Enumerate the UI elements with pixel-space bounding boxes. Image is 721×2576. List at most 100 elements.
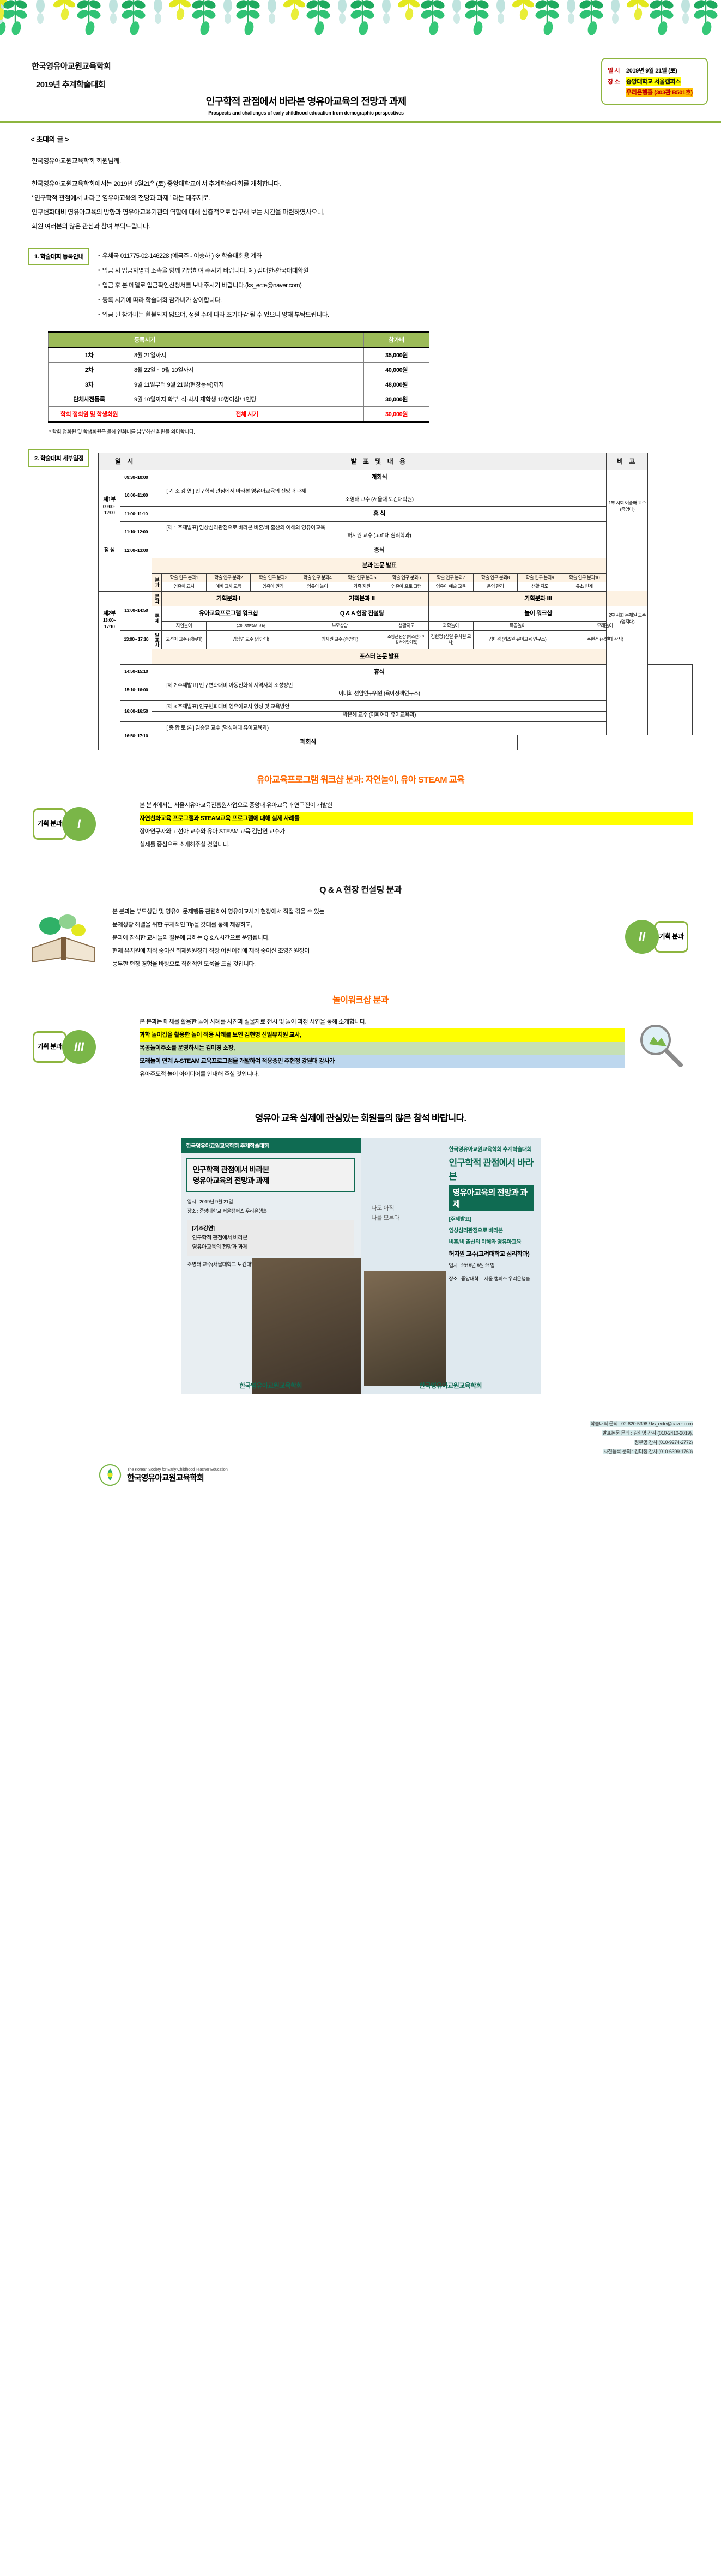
table-row: 허지원 교수 (고려대 심리학과) [99,532,693,543]
presenter-5: 김미경 (키즈원 유아교육 연구소) [472,630,562,649]
acad-topic-9: 유초 연계 [561,582,607,592]
main-content: < 초대의 글 > 한국영유아교원교육학회 회원님께. 한국영유아교원교육학회에… [0,134,721,1394]
acad-topic-2: 영유아 권리 [250,582,296,592]
workshop-2-line-4: 유아주도적 놀이 아이디어를 안내해 주실 것입니다. [140,1070,259,1078]
p1-r2-content: 휴 식 [152,506,607,522]
leaf-border-top [0,0,721,55]
subj-group-0: 유아교육프로그램 워크샵 [161,606,296,622]
table-row: 15:10~16:00 [제 2 주제발표] 인구변화대비 아동친화적 지역사회… [99,679,693,701]
footer-logo-text: The Korean Society for Early Childhood T… [127,1467,228,1483]
date-label: 일 시 [608,68,620,74]
part2-range: 13:00~ 17:10 [102,617,116,629]
subj-item-2: 부모상담 [295,621,385,631]
after-r2-time: 16:00~16:50 [120,700,153,723]
after-r3-content: [ 종 합 토 론 ] 임승렬 교수 (덕성여대 유아교육과) [152,721,607,735]
place-label: 장 소 [608,79,620,85]
workshop-1-badge-number: II [625,919,659,954]
after-r0-content: 휴식 [152,664,607,680]
workshop-2: 기획 분과 III 본 분과는 매체를 활용한 놀이 사례를 사진과 실물자료 … [28,1015,693,1081]
reg-bullet-1: 입금 시 입금자명과 소속을 함께 기입하여 주시기 바랍니다. 예) 김대한-… [98,263,693,278]
after-r1-content: [제 2 주제발표] 인구변화대비 아동친화적 지역사회 조성방안 [152,679,607,690]
academic-axis-label: 분과 [152,573,162,592]
poster-b-quote: 나도 아직 나를 모른다 [371,1203,400,1223]
sched-th-0: 일 시 [98,452,153,471]
presenter-2: 최재원 교수 (중앙대) [295,630,385,649]
workshop-2-text: 본 분과는 매체를 활용한 놀이 사례를 사진과 실물자료 전시 및 놀이 과정… [140,1015,625,1081]
poster-keynote: 한국영유아교원교육학회 추계학술대회 인구학적 관점에서 바라본 영유아교육의 … [180,1137,361,1394]
part1-range: 09:00~ 12:00 [102,503,116,516]
p1-r1-speaker: 조영태 교수 (서울대 보건대학원) [152,496,607,507]
presenter-time: 13:00~ 17:10 [120,630,153,649]
poster-title: 포스터 논문 발표 [152,648,607,665]
invitation-line-0: 한국영유아교원교육학회 회원님께. [32,157,121,165]
page-subtitle: Prospects and challenges of early childh… [208,110,404,116]
acad-head-0: 학술 연구 분과1 [161,573,207,583]
part1-title: 제1부 [103,497,116,503]
planning-time: 13:00~14:50 [120,591,153,631]
part2-label-bottom [98,648,121,735]
acad-topic-3: 영유아 놀이 [295,582,340,592]
fee-r0-c2: 35,000원 [363,347,429,363]
acad-topic-6: 영유아 예술 교육 [428,582,474,592]
poster-b-head: 한국영유아교원교육학회 추계학술대회 [449,1146,532,1153]
table-row: 분과 논문 발표 2부 사회 문채원 교수 (명지대) [98,557,693,680]
footer-logo: The Korean Society for Early Childhood T… [98,1463,228,1487]
schedule-table: 일 시 발 표 및 내 용 비 고 제1부 09:00~ 12:00 09:30… [98,452,693,750]
workshop-2-badge-label: 기획 분과 [33,1031,66,1063]
poster-b-speaker: 허지원 교수(고려대학교 심리학과) [449,1250,530,1257]
workshop-0-line-2: 장아연구자와 고선아 교수와 유아 STEAM 교육 김남연 교수가 [140,828,285,835]
poster-time [120,648,153,665]
after-r1-speaker: 이미화 선임연구위원 (육아정책연구소) [152,690,607,701]
workshop-2-line-1: 과학 놀이갑을 활용한 놀이 적용 사례를 보인 김현명 신일유치원 교사, [140,1028,625,1042]
presenter-4: 김현명 (신일 유치원 교사) [428,630,474,649]
book-illustration [28,905,105,971]
invitation-line-1: 한국영유아교원교육학회에서는 2019년 9월21일(토) 중앙대학교에서 추계… [32,180,281,188]
subject-axis-label: 주제 [152,606,162,631]
after-r2-content: [제 3 주제발표] 인구변화대비 영유아교사 양성 및 교육방안 [152,700,607,712]
part2-label-top [98,557,121,583]
p1-r2-time: 11:00~11:10 [120,506,153,522]
acad-topic-7: 운영 관리 [472,582,518,592]
workshop-2-line-0: 본 분과는 매체를 활용한 놀이 사례를 사진과 실물자료 전시 및 놀이 과정… [140,1018,367,1025]
planning-head-row: 제2부 13:00~ 17:10 13:00~14:50 분과 기획분과 Ⅰ 기… [98,591,693,649]
section-schedule: 2. 학술대회 세부일정 일 시 발 표 및 내 용 비 고 [28,449,693,750]
subj-item-0: 자연놀이 [161,621,207,631]
table-row: 16:50~17:10 [ 종 합 토 론 ] 임승렬 교수 (덕성여대 유아교… [99,721,693,750]
reg-bullet-4: 입금 된 참가비는 환불되지 않으며, 정원 수에 따라 조기마감 될 수 있으… [98,308,693,322]
workshop-2-badge-number: III [62,1030,96,1064]
workshop-0-badge: 기획 분과 I [28,795,132,855]
society-logo-icon [99,1464,122,1486]
presenter-3: 조영진 원장 (에스엔아이 강서어린이집) [384,630,429,649]
poster-a-title-line1: 인구학적 관점에서 바라본 [192,1165,270,1174]
poster-b-info1: 일시 : 2019년 9월 21일 [449,1262,495,1268]
acad-topic-5: 영유아 프로 그램 [384,582,429,592]
section1-chip: 1. 학술대회 등록안내 [28,248,90,265]
section2-chip: 2. 학술대회 세부일정 [28,449,90,467]
invitation-heading: < 초대의 글 > [31,135,69,143]
fee-r1-c2: 40,000원 [363,362,429,377]
fee-r2-c1: 9월 11일부터 9월 21일(현장등록)까지 [130,377,364,392]
subj-item-5: 목공놀이 [472,621,562,631]
footer-contacts: 학술대회 문의 : 02-820-5398 / ks_ecte@naver.co… [28,1419,693,1456]
workshop-2-badge: 기획 분과 III [28,1018,132,1078]
subj-item-6: 모래놀이 [561,621,649,631]
workshop-0-line-0: 본 분과에서는 서울시유아교육진흥원사업으로 중앙대 유아교육과 연구진이 개발… [140,802,333,809]
poster-subject: 나도 아직 나를 모른다 한국영유아교원교육학회 추계학술대회 인구학적 관점에… [360,1137,541,1394]
acad-head-7: 학술 연구 분과8 [472,573,518,583]
workshop-0-badge-label: 기획 분과 [33,808,66,840]
poster-b-title2: 영유아교육의 전망과 과제 [449,1184,534,1211]
poster-gallery: 한국영유아교원교육학회 추계학술대회 인구학적 관점에서 바라본 영유아교육의 … [28,1137,693,1394]
workshop-1-line-0: 본 분과는 부모상담 및 영유아 문제행동 관련하여 영유아교사가 현장에서 직… [112,908,325,915]
acad-topic-0: 영유아 교사 [161,582,207,592]
poster-a-meta1: 일시 : 2019년 9월 21일 [187,1199,233,1205]
acad-topic-8: 생활 지도 [517,582,562,592]
acad-topic-1: 예비 교사 교육 [205,582,251,592]
poster-b-quote-l1: 나도 아직 [371,1205,395,1212]
after-r3-closing: 폐회식 [98,734,518,750]
fee-member-c2: 30,000원 [363,406,429,423]
subj-item-3: 생활지도 [384,621,429,631]
page-footer: 학술대회 문의 : 02-820-5398 / ks_ecte@naver.co… [0,1419,721,1501]
presenter-axis-label: 발표자 [152,630,162,649]
poster-a-block-l2: 영유아교육의 전망과 과제 [192,1244,248,1250]
p1-r1-content: [ 기 조 강 연 ] 인구학적 관점에서 바라본 영유아교육의 전망과 과제 [152,485,607,496]
